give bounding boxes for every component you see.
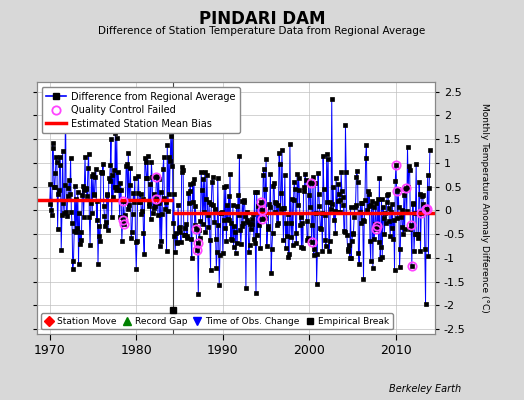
Difference from Regional Average xyxy=(394,216,400,220)
Difference from Regional Average xyxy=(47,201,53,206)
Difference from Regional Average xyxy=(329,97,335,102)
Text: Berkeley Earth: Berkeley Earth xyxy=(389,384,461,394)
Text: PINDARI DAM: PINDARI DAM xyxy=(199,10,325,28)
Line: Difference from Regional Average: Difference from Regional Average xyxy=(48,98,431,306)
Difference from Regional Average xyxy=(422,302,429,306)
Difference from Regional Average xyxy=(272,199,279,204)
Legend: Station Move, Record Gap, Time of Obs. Change, Empirical Break: Station Move, Record Gap, Time of Obs. C… xyxy=(41,313,392,330)
Difference from Regional Average xyxy=(89,210,95,215)
Y-axis label: Monthly Temperature Anomaly Difference (°C): Monthly Temperature Anomaly Difference (… xyxy=(479,103,488,313)
Difference from Regional Average xyxy=(427,148,433,152)
Text: Difference of Station Temperature Data from Regional Average: Difference of Station Temperature Data f… xyxy=(99,26,425,36)
Difference from Regional Average xyxy=(409,264,415,268)
Difference from Regional Average xyxy=(117,180,124,185)
Difference from Regional Average xyxy=(177,230,183,234)
